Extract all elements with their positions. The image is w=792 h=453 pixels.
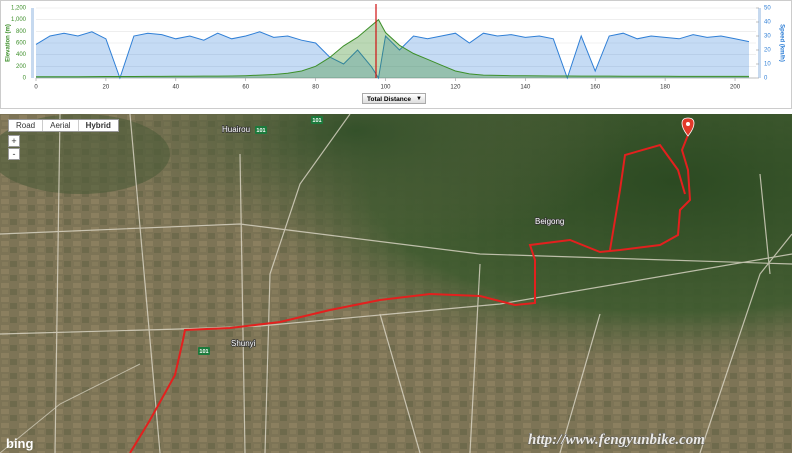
view-button[interactable]: Aerial: [43, 120, 79, 131]
profile-chart: Elevation (m) Speed (km/h) 0200400600800…: [0, 0, 792, 109]
road-shield: [255, 126, 267, 134]
y-tick-label: 1,200: [11, 6, 27, 12]
place-label: Shunyi: [231, 339, 256, 348]
x-tick-label: 40: [172, 85, 179, 91]
y-tick-label: 1,000: [11, 17, 27, 23]
road-shield: [311, 116, 323, 124]
map: Huairou Beigong Shunyi 101 101 101 bing …: [0, 114, 792, 453]
x-selector[interactable]: Total Distance ▼: [362, 93, 426, 104]
y-tick-label: 800: [16, 29, 27, 35]
x-tick-label: 100: [381, 85, 392, 91]
x-tick-label: 80: [312, 85, 319, 91]
road: [0, 363, 141, 453]
roads: [0, 114, 792, 453]
x-tick-label: 120: [450, 85, 461, 91]
mountains: [0, 114, 170, 194]
view-button[interactable]: Road: [9, 120, 44, 131]
place-label: Huairou: [222, 125, 250, 134]
watermark: http://www.fengyunbike.com: [528, 432, 705, 448]
route: [129, 129, 692, 453]
end-marker: [681, 117, 695, 137]
y2-tick-label: 10: [764, 62, 771, 68]
view-buttons: Road Aerial Hybrid: [8, 119, 119, 132]
zoom-out[interactable]: -: [8, 148, 20, 160]
zoom-in[interactable]: +: [8, 135, 20, 147]
y2-tick-label: 50: [764, 6, 771, 12]
shield-label: 101: [199, 349, 208, 355]
y2-tick-label: 20: [764, 48, 771, 54]
y-tick-label: 400: [16, 52, 27, 58]
y-axis-label: Elevation (m): [6, 24, 12, 62]
x-tick-label: 140: [520, 85, 531, 91]
view-button[interactable]: Hybrid: [85, 121, 111, 130]
y2-tick-label: 0: [764, 76, 768, 82]
axis-bar: [31, 8, 34, 78]
x-tick-label: 20: [103, 85, 110, 91]
y-tick-label: 0: [23, 76, 27, 82]
series-area: [36, 31, 749, 78]
y-tick-label: 200: [16, 64, 27, 70]
series-area: [36, 19, 749, 78]
shield-label: 101: [256, 128, 265, 134]
x-tick-label: 60: [242, 85, 249, 91]
y2-tick-label: 30: [764, 34, 771, 40]
x-tick-label: 200: [730, 85, 741, 91]
y2-axis-label: Speed (km/h): [778, 24, 784, 62]
map-logo: bing: [6, 436, 33, 451]
y2-tick-label: 40: [764, 20, 771, 26]
marker-dot: [686, 122, 690, 126]
road-shield: [198, 347, 210, 355]
x-tick-label: 180: [660, 85, 671, 91]
shield-label: 101: [312, 118, 321, 124]
x-selector-text: Total Distance: [367, 96, 411, 103]
dropdown-arrow: ▼: [416, 96, 422, 102]
series-line: [35, 31, 750, 80]
x-tick-label: 160: [590, 85, 601, 91]
place-label: Beigong: [535, 217, 564, 226]
series-line: [36, 18, 749, 78]
y-tick-label: 600: [16, 41, 27, 47]
axis-bar: [758, 8, 761, 78]
x-tick-label: 0: [34, 85, 38, 91]
